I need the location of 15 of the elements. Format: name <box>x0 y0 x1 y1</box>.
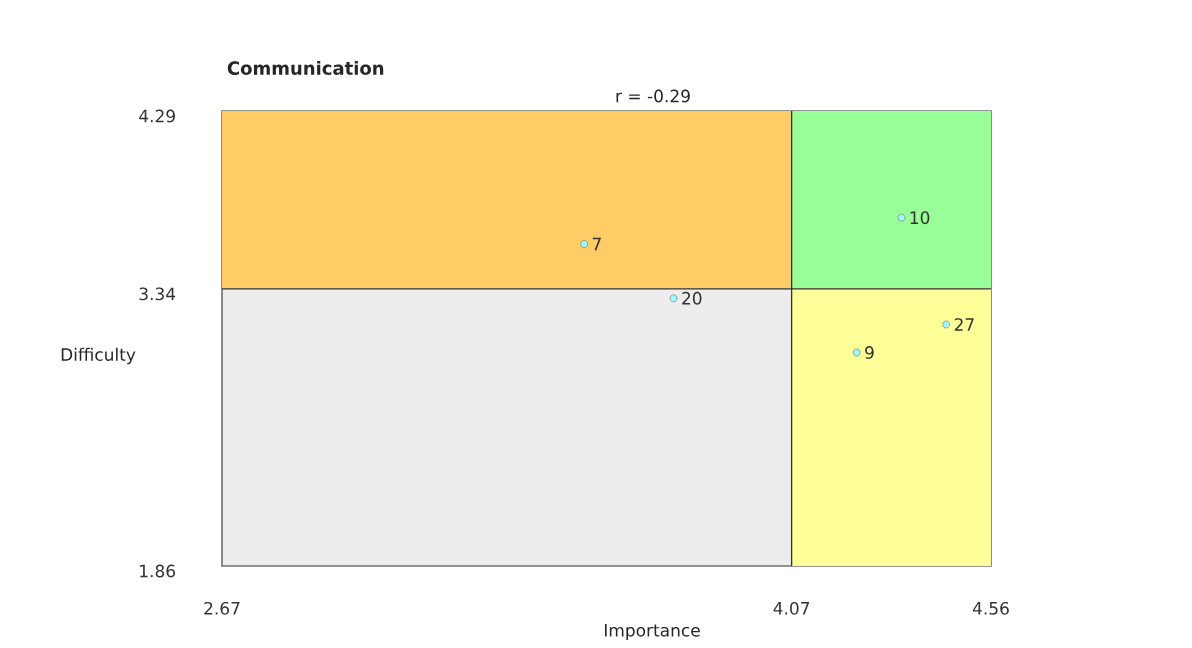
x-tick-label: 4.07 <box>773 601 810 615</box>
annotation: 10 <box>910 211 930 225</box>
x-axis-title: Importance <box>604 624 700 640</box>
chart-subtitle: r = -0.29 <box>616 89 690 103</box>
y-tick-label: 1.86 <box>140 564 176 578</box>
y-tick-label: 3.34 <box>139 287 176 301</box>
x-tick-label: 2.67 <box>204 601 240 615</box>
x-tick-label: 4.56 <box>972 601 1009 615</box>
annotation: 7 <box>592 237 601 251</box>
annotation: 20 <box>682 291 702 305</box>
y-axis-title: Difficulty <box>61 347 136 365</box>
chart-title: Communication <box>227 61 384 75</box>
y-tick-label: 4.29 <box>139 109 175 123</box>
annotation: 27 <box>954 318 974 331</box>
annotation: 9 <box>865 346 874 359</box>
